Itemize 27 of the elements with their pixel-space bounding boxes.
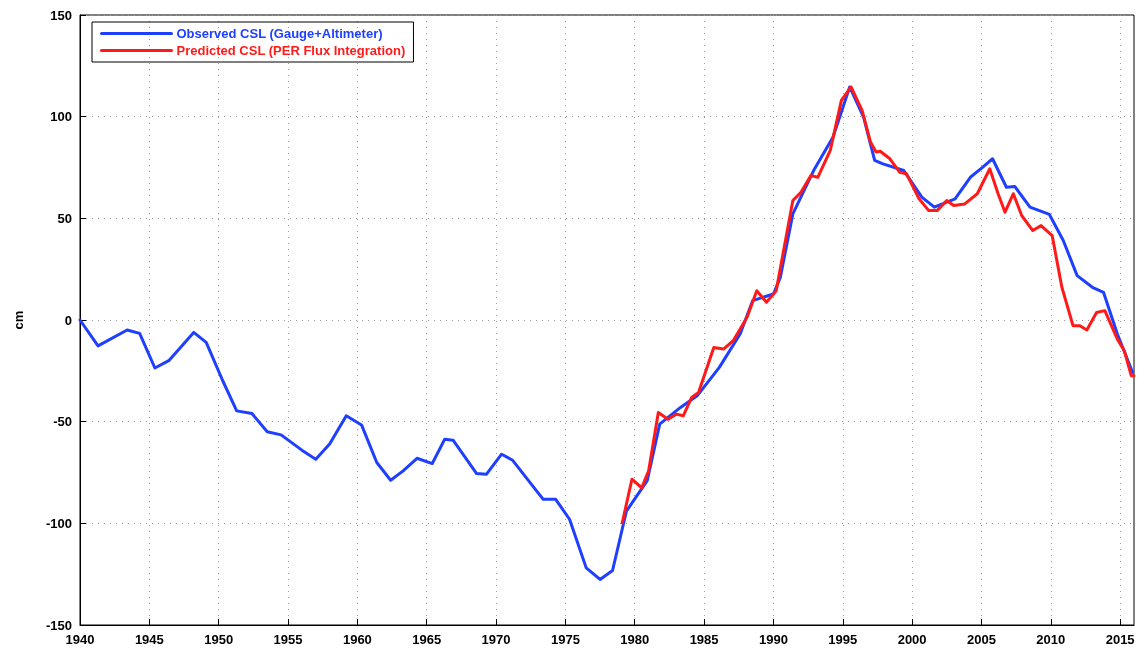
x-tick-label: 1975	[550, 632, 580, 647]
x-tick-label: 1985	[689, 632, 719, 647]
y-tick-label: 50	[57, 210, 72, 226]
y-tick-label: -150	[45, 617, 72, 633]
text: Observed CSL (Gauge+Altimeter)	[176, 26, 383, 41]
x-tick-label: 1950	[204, 632, 234, 647]
x-tick-label: 1990	[758, 632, 788, 647]
x-tick-label: 2000	[897, 632, 927, 647]
x-tick-label: 1965	[412, 632, 442, 647]
x-tick-label: 1940	[65, 632, 95, 647]
x-tick-label: 2005	[966, 632, 996, 647]
y-tick-label: 0	[64, 312, 72, 328]
x-tick-label: 1970	[481, 632, 511, 647]
text: Predicted CSL (PER Flux Integration)	[176, 43, 406, 58]
y-axis-title: cm	[11, 310, 26, 330]
x-tick-label: 1945	[134, 632, 164, 647]
x-tick-label: 1960	[342, 632, 372, 647]
x-tick-label: 1995	[828, 632, 858, 647]
y-tick-label: -100	[45, 515, 72, 531]
x-tick-label: 1955	[273, 632, 303, 647]
y-tick-label: -50	[53, 414, 72, 430]
x-tick-label: 1980	[620, 632, 650, 647]
y-tick-label: 150	[50, 7, 72, 23]
x-tick-label: 2010	[1036, 632, 1066, 647]
line-series	[620, 85, 1136, 525]
y-tick-label: 100	[50, 109, 72, 125]
x-tick-label: 2015	[1105, 632, 1135, 647]
